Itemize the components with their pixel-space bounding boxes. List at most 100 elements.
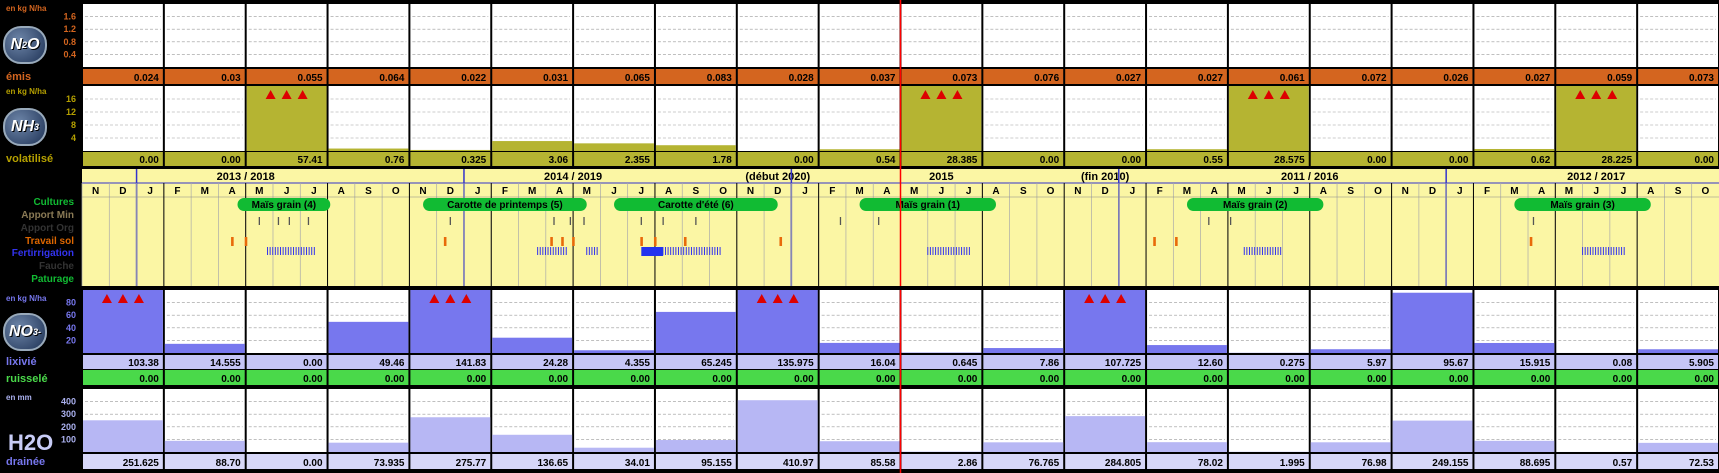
- tillage-mark: [231, 237, 234, 246]
- h2o-value-cell: [819, 454, 900, 469]
- no3-alert-triangle-icon: [772, 294, 783, 303]
- nh3-alert-triangle-icon: [297, 90, 308, 99]
- month-label: O: [392, 186, 400, 197]
- n2o-value: 0.073: [952, 73, 977, 84]
- n2o-value: 0.073: [1689, 73, 1714, 84]
- tillage-mark: [653, 237, 657, 246]
- n2o-cell: [655, 4, 736, 67]
- no3-value-cell: [1556, 355, 1637, 369]
- nh3-value-cell: [1228, 152, 1309, 166]
- n2o-value: 0.022: [461, 73, 486, 84]
- n2o-value: 0.027: [1116, 73, 1141, 84]
- n2o-value-cell: [574, 69, 654, 84]
- no3-value: 0.08: [1613, 358, 1633, 369]
- h2o-bar: [410, 417, 491, 452]
- nh3-value-cell: [83, 152, 163, 166]
- no3-bar: [492, 337, 573, 353]
- nh3-value: 0.00: [1040, 155, 1060, 166]
- n2o-cell: [901, 4, 982, 67]
- crop-row-label: Fertirrigation: [11, 248, 74, 260]
- no3-cell: [901, 290, 982, 353]
- runoff-value: 0.00: [1695, 374, 1715, 385]
- nh3-cell: [1310, 86, 1391, 151]
- nh3-bar: [655, 145, 736, 151]
- h2o-bar: [1638, 442, 1718, 452]
- h2o-value-cell: [1228, 454, 1309, 469]
- crop-name: Maïs grain (3): [1550, 200, 1614, 211]
- n2o-value-cell: [1392, 69, 1473, 84]
- month-label: F: [502, 186, 508, 197]
- runoff-value: 0.00: [1367, 374, 1387, 385]
- h2o-value-cell: [164, 454, 245, 469]
- h2o-bar: [1310, 442, 1391, 452]
- month-label: F: [1157, 186, 1163, 197]
- n2o-value-cell: [1065, 69, 1146, 84]
- month-label: M: [910, 186, 918, 197]
- h2o-value: 275.77: [456, 458, 487, 469]
- runoff-value-cell: [328, 370, 409, 385]
- no3-bar: [819, 342, 900, 353]
- no3-value: 7.86: [1040, 358, 1060, 369]
- h2o-value-cell: [1638, 454, 1718, 469]
- runoff-value: 0.00: [303, 374, 323, 385]
- h2o-value: 136.65: [538, 458, 569, 469]
- no3-cell: [1638, 290, 1718, 353]
- h2o-bar: [1065, 416, 1146, 452]
- no3-cell: [246, 290, 327, 353]
- month-label: N: [1074, 186, 1081, 197]
- runoff-value-cell: [410, 370, 491, 385]
- no3-alert-triangle-icon: [1084, 294, 1095, 303]
- year-label: 2013 / 2018: [217, 171, 275, 183]
- n2o-cell: [1474, 4, 1555, 67]
- n2o-row-label: émis: [6, 71, 32, 83]
- month-label: A: [1538, 186, 1545, 197]
- nh3-value-cell: [164, 152, 245, 166]
- nh3-cell: [410, 86, 491, 151]
- no3-alert-triangle-icon: [117, 294, 128, 303]
- n2o-cell: [492, 4, 573, 67]
- month-label: A: [665, 186, 672, 197]
- no3-value: 49.46: [379, 358, 404, 369]
- no3-value: 14.555: [210, 358, 241, 369]
- h2o-bar: [1392, 420, 1473, 452]
- n2o-cell: [1310, 4, 1391, 67]
- no3-bar: [1474, 342, 1555, 353]
- no3-bar: [1310, 349, 1391, 353]
- month-label: A: [992, 186, 999, 197]
- tillage-mark: [779, 237, 783, 246]
- no3-bar: [328, 321, 409, 353]
- runoff-row-label: ruisselé: [6, 373, 48, 385]
- runoff-value-cell: [492, 370, 573, 385]
- no3-alert-triangle-icon: [429, 294, 440, 303]
- nh3-cell: [1065, 86, 1146, 151]
- h2o-bar: [164, 440, 245, 452]
- nh3-cell: [1147, 86, 1227, 151]
- year-label: (début 2020): [745, 171, 810, 183]
- crop-row-label: Cultures: [33, 197, 74, 209]
- month-label: D: [447, 186, 454, 197]
- no3-value: 95.67: [1443, 358, 1468, 369]
- n2o-cell: [574, 4, 654, 67]
- no3-value-cell: [655, 355, 736, 369]
- h2o-value-cell: [737, 454, 818, 469]
- crop-row-label: Apport Org: [20, 222, 74, 234]
- nh3-bar: [1474, 148, 1555, 151]
- n2o-value: 0.024: [134, 73, 159, 84]
- h2o-value-cell: [492, 454, 573, 469]
- nh3-alert-triangle-icon: [1279, 90, 1290, 99]
- no3-alert-triangle-icon: [101, 294, 112, 303]
- no3-tick-2: 40: [66, 323, 76, 333]
- no3-value: 0.645: [952, 358, 977, 369]
- section-separator: [0, 286, 1719, 290]
- crop-row-label: Mois: [51, 184, 74, 196]
- month-label: N: [747, 186, 754, 197]
- h2o-water-icon: H2O: [8, 430, 54, 455]
- nh3-value: 28.225: [1602, 155, 1633, 166]
- month-label: A: [556, 186, 563, 197]
- crop-row-label: Apport Min: [21, 210, 74, 222]
- crop-row-label: ANNEES: [32, 172, 74, 183]
- month-label: J: [147, 186, 153, 197]
- nh3-value-cell: [1392, 152, 1473, 166]
- no3-value: 107.725: [1105, 358, 1142, 369]
